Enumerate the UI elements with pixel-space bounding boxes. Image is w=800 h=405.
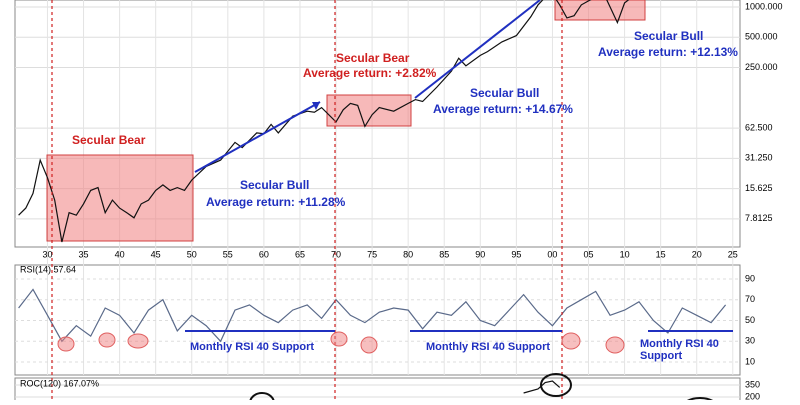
bear-box — [46, 154, 194, 242]
x-tick-label: 05 — [583, 249, 593, 259]
annotation: Average return: +14.67% — [433, 102, 573, 116]
y-tick-label: 15.625 — [745, 183, 773, 193]
series-group — [523, 380, 561, 394]
annotation: Monthly RSI 40 Support — [426, 341, 550, 353]
x-tick-label: 30 — [42, 249, 52, 259]
y-tick-label: 7.8125 — [745, 213, 773, 223]
x-tick-label: 70 — [331, 249, 341, 259]
cycle-markers — [51, 0, 563, 400]
trend-arrow — [414, 0, 541, 99]
annotation: Secular Bull — [240, 178, 309, 192]
x-tick-label: 55 — [223, 249, 233, 259]
bear-box — [554, 0, 646, 21]
series-line — [523, 380, 561, 394]
annotation: Secular Bull — [634, 29, 703, 43]
x-tick-label: 40 — [115, 249, 125, 259]
y-tick-label: 350 — [745, 379, 760, 389]
y-tick-label: 90 — [745, 273, 755, 283]
trend-arrow — [194, 101, 321, 173]
rsi-lows — [57, 331, 625, 354]
annotation: Average return: +11.28% — [206, 195, 346, 209]
bear-box — [326, 94, 412, 127]
x-tick-label: 25 — [728, 249, 738, 259]
annotation: Average return: +2.82% — [303, 66, 437, 80]
y-tick-label: 200 — [745, 391, 760, 400]
x-tick-label: 20 — [692, 249, 702, 259]
y-tick-label: 50 — [745, 315, 755, 325]
y-tick-label: 500.000 — [745, 32, 778, 42]
x-tick-label: 80 — [403, 249, 413, 259]
y-tick-label: 62.500 — [745, 122, 773, 132]
annotation-box: Monthly RSI 40 Support — [640, 338, 719, 362]
y-tick-label: 10 — [745, 356, 755, 366]
series-line — [18, 288, 727, 343]
x-tick-label: 50 — [187, 249, 197, 259]
y-tick-label: 1000.000 — [745, 1, 783, 11]
series-group — [18, 288, 727, 343]
series-group — [18, 0, 630, 243]
annotation: Monthly RSI 40 Support — [640, 338, 719, 362]
x-tick-label: 00 — [547, 249, 557, 259]
x-tick-label: 15 — [656, 249, 666, 259]
annotation: Secular Bull — [470, 86, 539, 100]
annotation: Secular Bear — [336, 51, 410, 65]
x-tick-label: 65 — [295, 249, 305, 259]
annotation: Secular Bear — [72, 133, 146, 147]
x-tick-label: 10 — [620, 249, 630, 259]
y-tick-label: 30 — [745, 336, 755, 346]
x-tick-label: 95 — [511, 249, 521, 259]
y-tick-label: 70 — [745, 294, 755, 304]
annotation: Monthly RSI 40 Support — [190, 341, 314, 353]
x-tick-label: 90 — [475, 249, 485, 259]
y-tick-label: 250.000 — [745, 62, 778, 72]
panel-label: RSI(14) 57.64 — [20, 264, 76, 274]
x-tick-label: 75 — [367, 249, 377, 259]
series-line — [18, 0, 630, 243]
panel-label: ROC(120) 167.07% — [20, 378, 99, 388]
annotation: Average return: +12.13% — [598, 45, 738, 59]
x-tick-label: 85 — [439, 249, 449, 259]
x-tick-label: 45 — [151, 249, 161, 259]
x-tick-label: 60 — [259, 249, 269, 259]
y-tick-label: 31.250 — [745, 153, 773, 163]
x-tick-label: 35 — [79, 249, 89, 259]
arrow-head — [312, 102, 320, 110]
